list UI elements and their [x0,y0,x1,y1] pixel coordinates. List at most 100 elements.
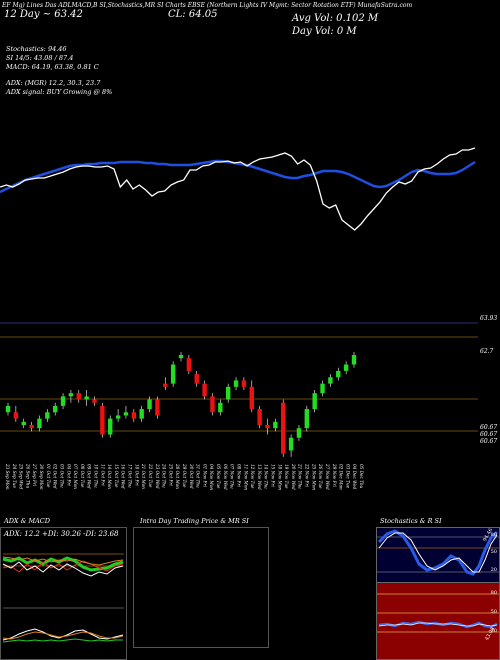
candle-body [288,437,294,451]
adx-line-white [2,561,124,577]
candle-body [92,399,97,403]
candle-body [84,396,89,400]
candle-body [218,402,223,413]
date-axis: 23 Sep Mon 24 Sep Tue 25 Sep Wed 26 Sep Thu… [5,463,364,490]
macd-line-white [2,628,124,641]
date-tick-label: 06 Nov Wed [223,464,228,490]
adx-signal-line: ADX signal: BUY Growing @ 8% [6,88,113,96]
candle-body [115,415,121,419]
date-tick-label: 27 Nov Wed [325,463,330,490]
price-label-low-1: 60.67 [480,424,498,431]
header-left-values: 12 Day ~ 63.42 [4,9,83,20]
candle-body [37,418,42,429]
candle-body [178,355,184,359]
date-tick-label: 23 Oct Wed [155,463,160,489]
candle-body [131,412,137,419]
date-tick-label: 10 Oct Thu [94,464,99,488]
adx-panel: ADX: 12.2 +DI: 30.26 -DI: 23.68 [0,527,127,660]
date-tick-label: 27 Sep Fri [32,463,37,487]
price-label-low-2: 60.67 [480,431,498,438]
candle-body [241,380,247,387]
date-tick-label: 29 Oct Tue [182,463,187,488]
macd-line: MACD: 64.19, 63.38, 0.81 C [6,63,99,71]
stochastics-panel: 80 50 20 94.46 [376,527,500,583]
candle-body [68,393,74,397]
candlestick-chart [0,322,478,457]
date-tick-label: 04 Oct Fri [66,464,71,486]
candle-body [147,399,152,410]
rsi-mini-chart [377,593,499,633]
date-tick-label: 17 Oct Thu [128,464,133,488]
date-tick-label: 04 Dec Wed [352,464,357,490]
date-tick-label: 28 Oct Mon [175,463,180,489]
candle-body [186,358,192,371]
date-tick-label: 21 Nov Thu [298,463,303,489]
sma-white-line [0,147,476,231]
date-tick-label: 30 Oct Wed [189,464,194,489]
price-gridlines [0,322,478,432]
date-tick-label: 14 Oct Mon [107,464,112,489]
adx-values-label: ADX: 12.2 +DI: 30.26 -DI: 23.68 [4,530,119,538]
stoch-tick-50: 50 [490,549,497,555]
header-top-line: EF Mg) Lines Das ADLMACD,B SI,Stochastic… [2,2,413,9]
candle-body [257,409,262,425]
date-tick-label: 11 Oct Fri [100,464,105,486]
candle-body [139,409,144,419]
date-tick-label: 08 Oct Tue [80,464,85,488]
date-tick-label: 26 Sep Thu [25,463,30,489]
rsi-tick-50: 50 [490,609,497,615]
candle-body [100,405,105,435]
date-tick-label: 14 Nov Thu [264,464,269,489]
moving-average-chart [0,147,476,231]
candle-body [351,355,357,365]
price-label-top: 63.93 [480,315,498,322]
date-tick-label: 07 Nov Thu [230,464,235,489]
date-tick-label: 13 Nov Wed [257,464,262,490]
candle-body [13,412,19,419]
candle-body [60,396,66,406]
date-tick-label: 31 Oct Thu [196,464,201,488]
candle-body [210,396,215,413]
candle-body [45,412,50,419]
rsi-tick-80: 80 [490,590,497,596]
date-tick-label: 19 Nov Tue [284,464,289,489]
header-avg-volume: Avg Vol: 0.102 M [292,13,379,24]
date-tick-label: 29 Nov Fri [332,463,337,487]
date-tick-label: 04 Nov Mon [209,464,214,490]
candle-body [312,393,317,410]
candle-body [320,383,325,394]
rsi-panel: 80 50 20 43.08 [376,582,500,660]
candle-body [296,428,302,438]
candle-body [225,386,231,400]
date-tick-label: 23 Sep Mon [5,463,10,490]
date-tick-label: 16 Oct Wed [121,464,126,489]
stochastics-white-line [378,532,498,573]
date-tick-label: 11 Nov Mon [243,464,248,490]
date-tick-label: 08 Nov Fri [236,464,241,487]
adx-line-orange [2,556,124,566]
date-tick-label: 24 Sep Tue [12,463,17,489]
candle-body [343,364,349,371]
candle-body [233,380,239,387]
candle-body [265,425,270,429]
candle-body [249,386,254,410]
candle-body [328,377,333,384]
date-tick-label: 09 Oct Wed [87,464,92,489]
date-tick-label: 03 Oct Thu [59,464,64,488]
macd-line-green [2,638,123,643]
adx-line: ADX: (MGR) 12.2, 30.3, 23.7 [6,79,101,87]
date-tick-label: 07 Oct Mon [73,464,78,489]
date-tick-label: 22 Oct Tue [148,463,153,488]
candle-body [52,405,58,413]
stoch-panel-title: Stochastics & R SI [380,517,442,525]
header-close: CL: 64.05 [168,9,218,20]
candle-body [281,402,286,454]
date-tick-label: 24 Oct Thu [162,463,167,488]
candle-body [76,393,81,400]
date-tick-label: 15 Nov Fri [271,464,276,487]
date-tick-label: 18 Oct Fri [134,464,139,486]
candle-body [273,421,278,429]
candle-body [123,412,129,416]
date-tick-label: 22 Nov Fri [305,463,310,487]
date-tick-label: 20 Nov Wed [291,463,296,490]
